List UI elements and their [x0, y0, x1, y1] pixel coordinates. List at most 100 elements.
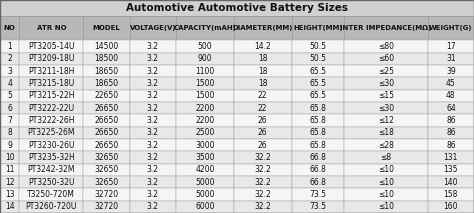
Text: 66.8: 66.8: [310, 178, 327, 187]
Bar: [234, 201, 292, 213]
Text: 8: 8: [7, 128, 12, 137]
Bar: [234, 90, 292, 102]
Text: CAPACITY(mAH): CAPACITY(mAH): [173, 25, 236, 31]
Bar: [176, 201, 234, 213]
Text: 5000: 5000: [195, 178, 215, 187]
Bar: [130, 40, 176, 53]
Text: 2: 2: [7, 55, 12, 63]
Text: 18: 18: [258, 79, 267, 88]
Bar: [344, 139, 428, 151]
Text: 22: 22: [258, 91, 267, 100]
Text: DIAMETER(MM): DIAMETER(MM): [233, 25, 293, 31]
Bar: [176, 40, 234, 53]
Bar: [234, 127, 292, 139]
Text: ≤60: ≤60: [378, 55, 394, 63]
Bar: [19, 90, 83, 102]
Bar: [234, 188, 292, 201]
Text: PT3215-18U: PT3215-18U: [28, 79, 74, 88]
Bar: [292, 151, 344, 164]
Bar: [0, 151, 19, 164]
Bar: [130, 65, 176, 78]
Bar: [234, 164, 292, 176]
Bar: [428, 78, 474, 90]
Bar: [130, 151, 176, 164]
Text: PT3222-22U: PT3222-22U: [28, 104, 74, 113]
Bar: [130, 176, 176, 188]
Text: ≤10: ≤10: [378, 178, 394, 187]
Text: 22650: 22650: [94, 91, 118, 100]
Bar: [176, 139, 234, 151]
Text: 39: 39: [446, 67, 456, 76]
Bar: [176, 188, 234, 201]
Bar: [292, 139, 344, 151]
Bar: [19, 201, 83, 213]
Text: 2500: 2500: [195, 128, 215, 137]
Text: 12: 12: [5, 178, 14, 187]
Text: 65.5: 65.5: [310, 79, 327, 88]
Bar: [130, 53, 176, 65]
Bar: [428, 201, 474, 213]
Text: 32720: 32720: [94, 202, 118, 211]
Bar: [292, 65, 344, 78]
Bar: [292, 164, 344, 176]
Bar: [234, 139, 292, 151]
Bar: [234, 53, 292, 65]
Text: PT3230-26U: PT3230-26U: [28, 141, 74, 150]
Text: 3.2: 3.2: [147, 190, 159, 199]
Bar: [292, 90, 344, 102]
Text: 6: 6: [7, 104, 12, 113]
Bar: [83, 90, 130, 102]
Text: 14: 14: [5, 202, 14, 211]
Bar: [234, 40, 292, 53]
Text: WEIGHT(G): WEIGHT(G): [429, 25, 473, 31]
Text: T3250-720M: T3250-720M: [27, 190, 75, 199]
Text: 3.2: 3.2: [147, 67, 159, 76]
Text: 32.2: 32.2: [255, 178, 271, 187]
Text: MODEL: MODEL: [93, 25, 120, 31]
Text: 22: 22: [258, 104, 267, 113]
Text: 26: 26: [258, 141, 267, 150]
Text: ≤15: ≤15: [378, 91, 394, 100]
Bar: [292, 114, 344, 127]
Text: 3.2: 3.2: [147, 153, 159, 162]
Bar: [0, 78, 19, 90]
Bar: [344, 40, 428, 53]
Bar: [19, 102, 83, 114]
Text: 500: 500: [198, 42, 212, 51]
Text: 3.2: 3.2: [147, 42, 159, 51]
Text: 17: 17: [446, 42, 456, 51]
Text: HEIGHT(MM): HEIGHT(MM): [293, 25, 343, 31]
Bar: [292, 176, 344, 188]
Text: 45: 45: [446, 79, 456, 88]
Text: 26650: 26650: [94, 141, 119, 150]
Bar: [83, 65, 130, 78]
Text: 5: 5: [7, 91, 12, 100]
Text: 10: 10: [5, 153, 14, 162]
Bar: [344, 127, 428, 139]
Text: 5000: 5000: [195, 190, 215, 199]
Text: ≤30: ≤30: [378, 104, 394, 113]
Bar: [176, 127, 234, 139]
Bar: [428, 90, 474, 102]
Text: 135: 135: [444, 165, 458, 174]
Text: ≤25: ≤25: [378, 67, 394, 76]
Bar: [176, 65, 234, 78]
Text: 65.5: 65.5: [310, 67, 327, 76]
Bar: [344, 65, 428, 78]
Text: 13: 13: [5, 190, 14, 199]
Bar: [0, 102, 19, 114]
Bar: [234, 176, 292, 188]
Bar: [344, 53, 428, 65]
Text: 26650: 26650: [94, 116, 119, 125]
Bar: [0, 40, 19, 53]
Bar: [176, 90, 234, 102]
Bar: [130, 16, 176, 40]
Text: 50.5: 50.5: [310, 42, 327, 51]
Text: 66.8: 66.8: [310, 165, 327, 174]
Text: PT3211-18H: PT3211-18H: [28, 67, 74, 76]
Text: 31: 31: [446, 55, 456, 63]
Text: 3.2: 3.2: [147, 79, 159, 88]
Bar: [83, 151, 130, 164]
Bar: [292, 40, 344, 53]
Bar: [428, 102, 474, 114]
